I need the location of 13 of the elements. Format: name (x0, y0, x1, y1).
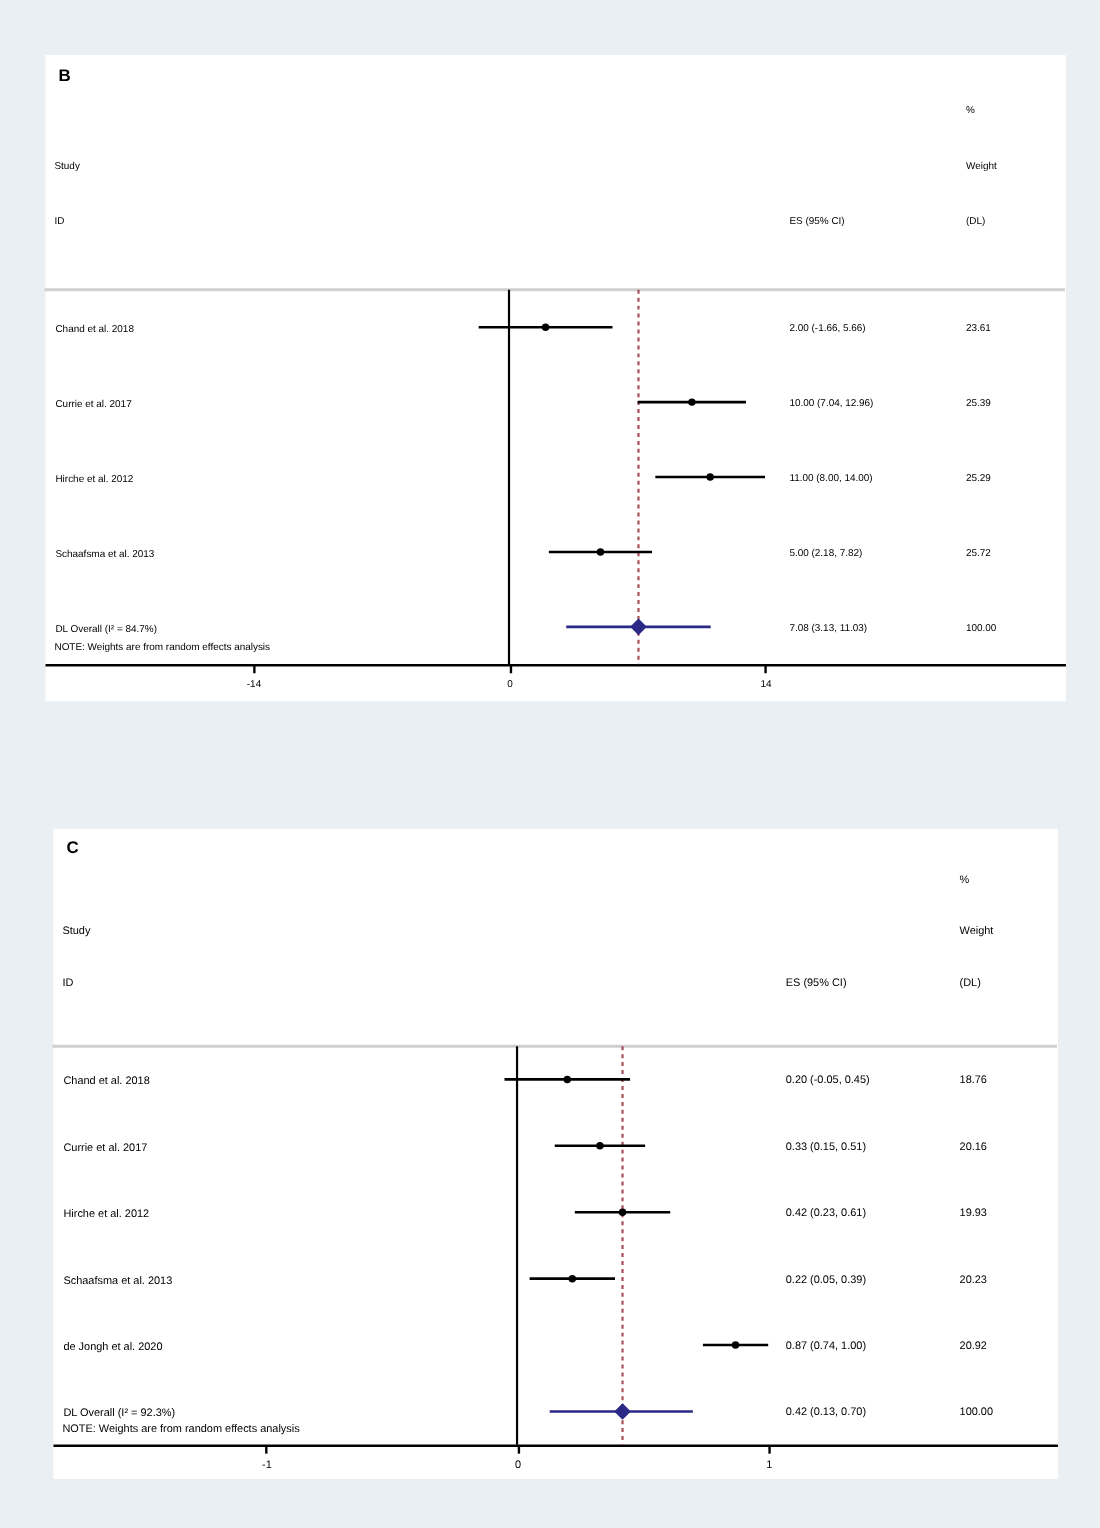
point (568, 1274, 577, 1283)
point (618, 1208, 627, 1216)
point (731, 1341, 740, 1349)
point (706, 473, 714, 481)
point (563, 1075, 571, 1084)
point (614, 1403, 631, 1420)
point (630, 618, 647, 636)
point (688, 398, 696, 406)
point (541, 323, 550, 331)
point (596, 1142, 604, 1150)
chart-title: C (66, 837, 79, 858)
point (596, 548, 605, 556)
chart-title: B (58, 64, 71, 85)
